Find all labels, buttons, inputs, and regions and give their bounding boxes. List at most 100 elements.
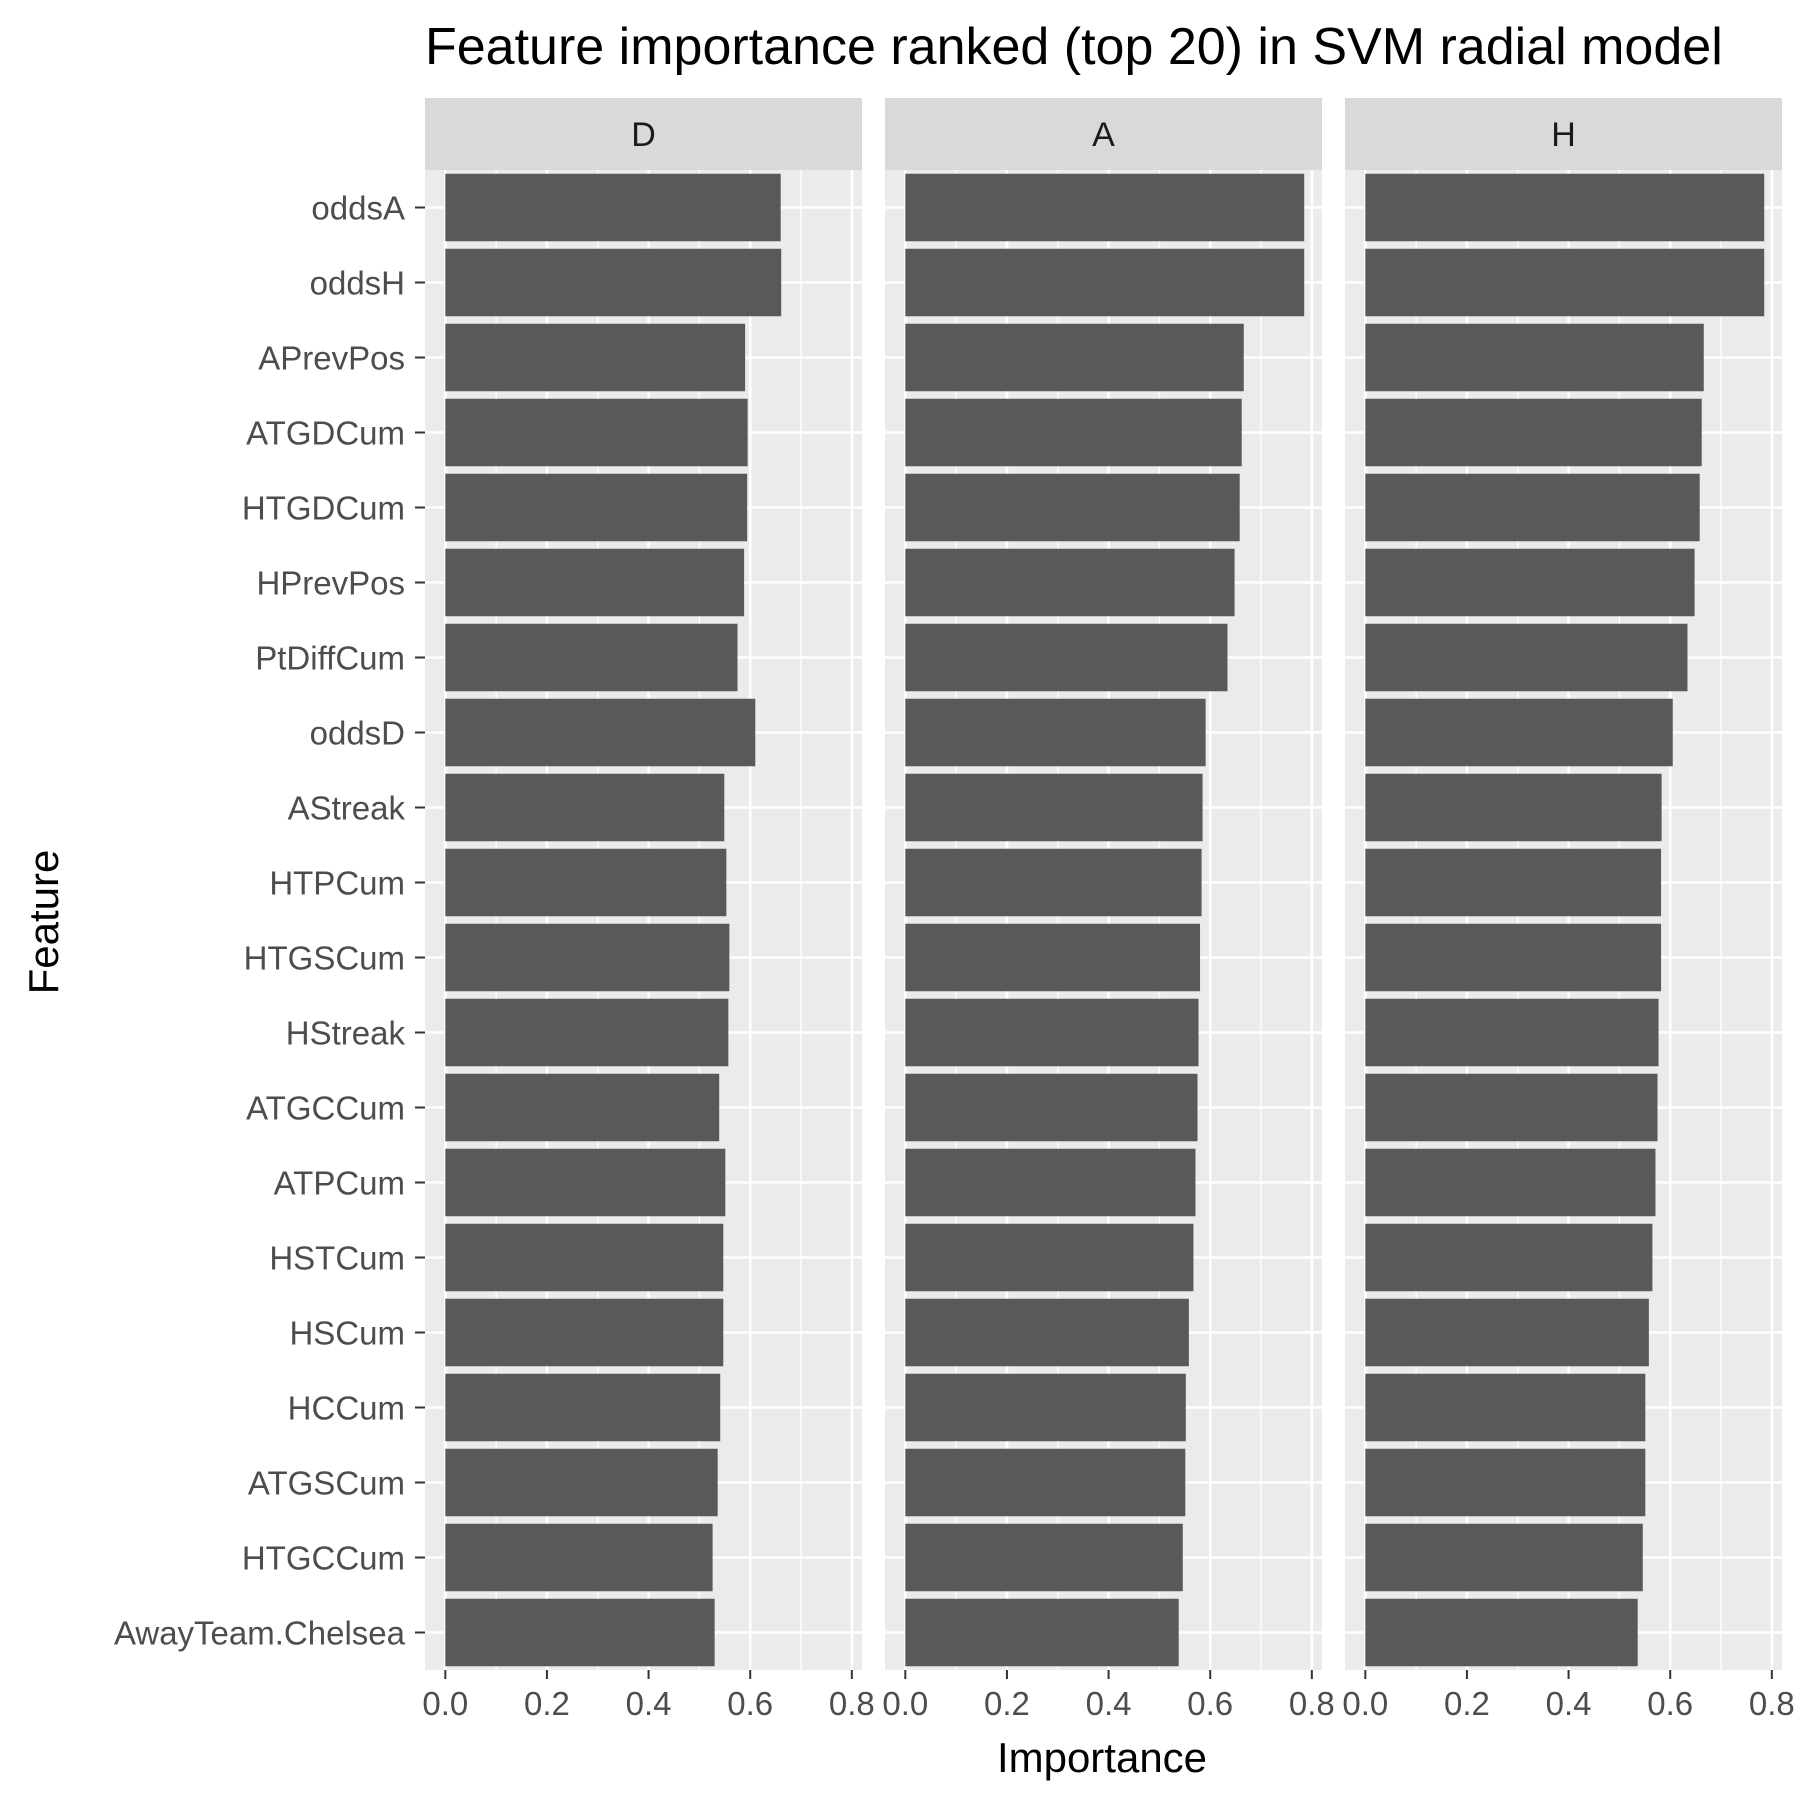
- bar-D-ATGCCum: [445, 1073, 720, 1142]
- bar-D-HTGDCum: [445, 473, 748, 542]
- bar-D-AwayTeam.Chelsea: [445, 1598, 715, 1667]
- y-tick-label: ATGDCum: [246, 415, 405, 452]
- bar-D-HTPCum: [445, 848, 727, 917]
- bar-D-HPrevPos: [445, 548, 745, 617]
- panel-background: [1345, 170, 1782, 1670]
- y-tick-label: ATPCum: [274, 1165, 405, 1202]
- x-tick-label: 0.0: [1342, 1685, 1388, 1722]
- bar-H-PtDiffCum: [1365, 623, 1688, 692]
- x-tick-label: 0.0: [882, 1685, 928, 1722]
- bar-H-ATGCCum: [1365, 1073, 1658, 1142]
- y-tick-label: HPrevPos: [256, 565, 405, 602]
- bar-D-HTGCCum: [445, 1523, 713, 1592]
- bar-A-oddsH: [905, 248, 1305, 317]
- bar-A-HTPCum: [905, 848, 1202, 917]
- bar-A-AStreak: [905, 773, 1203, 842]
- bar-D-oddsH: [445, 248, 782, 317]
- y-tick-label: HCCum: [288, 1390, 405, 1427]
- bar-D-HTGSCum: [445, 923, 730, 992]
- x-tick-label: 0.2: [1444, 1685, 1490, 1722]
- bar-H-HTPCum: [1365, 848, 1662, 917]
- bar-A-HTGCCum: [905, 1523, 1183, 1592]
- bar-D-PtDiffCum: [445, 623, 738, 692]
- bar-H-oddsH: [1365, 248, 1765, 317]
- bar-H-APrevPos: [1365, 323, 1704, 392]
- y-tick-label: AwayTeam.Chelsea: [114, 1615, 406, 1652]
- bar-H-HTGCCum: [1365, 1523, 1643, 1592]
- facet-panels: D 0.0 0.2 0.4 0.6 0.8 A 0.0 0.2 0.4 0.6 0.8 H 0.0 0.2 0…: [114, 98, 1795, 1722]
- x-tick-label: 0.8: [829, 1685, 875, 1722]
- bar-H-HSTCum: [1365, 1223, 1653, 1292]
- bar-H-AwayTeam.Chelsea: [1365, 1598, 1638, 1667]
- y-tick-label: HTPCum: [269, 865, 405, 902]
- bar-H-AStreak: [1365, 773, 1662, 842]
- bar-H-HTGSCum: [1365, 923, 1662, 992]
- bar-D-APrevPos: [445, 323, 746, 392]
- bar-H-HCCum: [1365, 1373, 1646, 1442]
- bar-A-HCCum: [905, 1373, 1186, 1442]
- bar-A-HStreak: [905, 998, 1199, 1067]
- x-tick-label: 0.2: [984, 1685, 1030, 1722]
- facet-strip-label: D: [631, 116, 656, 154]
- panel-background: [425, 170, 862, 1670]
- y-axis-title: Feature: [20, 850, 67, 995]
- y-axis: oddsA oddsH APrevPos ATGDCum HTGDCum HPrevPos…: [114, 190, 425, 1652]
- x-tick-label: 0.6: [1647, 1685, 1693, 1722]
- bar-H-ATGDCum: [1365, 398, 1702, 467]
- facet-strip-label: H: [1551, 116, 1576, 154]
- y-tick-label: HTGDCum: [242, 490, 405, 527]
- y-tick-label: ATGSCum: [248, 1465, 405, 1502]
- y-tick-label: oddsD: [310, 715, 405, 752]
- bar-D-oddsD: [445, 698, 756, 767]
- bar-A-oddsD: [905, 698, 1206, 767]
- bar-A-HSCum: [905, 1298, 1189, 1367]
- bar-D-oddsA: [445, 173, 781, 242]
- bar-A-ATGSCum: [905, 1448, 1186, 1517]
- facet-strip: [885, 98, 1322, 170]
- bar-H-HStreak: [1365, 998, 1659, 1067]
- bar-A-ATGCCum: [905, 1073, 1198, 1142]
- y-tick-label: PtDiffCum: [255, 640, 405, 677]
- bar-H-ATPCum: [1365, 1148, 1656, 1217]
- y-tick-label: HSTCum: [269, 1240, 405, 1277]
- bar-D-ATGDCum: [445, 398, 748, 467]
- facet-panel-D: D 0.0 0.2 0.4 0.6 0.8: [422, 98, 875, 1722]
- bar-H-ATGSCum: [1365, 1448, 1646, 1517]
- bar-A-PtDiffCum: [905, 623, 1228, 692]
- facet-strip: [425, 98, 862, 170]
- y-tick-label: ATGCCum: [246, 1090, 405, 1127]
- bar-D-ATPCum: [445, 1148, 726, 1217]
- bar-D-HStreak: [445, 998, 729, 1067]
- x-tick-label: 0.2: [524, 1685, 570, 1722]
- x-axis-title: Importance: [997, 1734, 1207, 1781]
- bar-A-oddsA: [905, 173, 1305, 242]
- chart-title: Feature importance ranked (top 20) in SV…: [425, 18, 1723, 76]
- facet-strip: [1345, 98, 1782, 170]
- bar-A-AwayTeam.Chelsea: [905, 1598, 1179, 1667]
- facet-panel-H: H 0.0 0.2 0.4 0.6 0.8: [1342, 98, 1795, 1722]
- x-tick-label: 0.4: [1086, 1685, 1132, 1722]
- x-tick-label: 0.6: [727, 1685, 773, 1722]
- bar-H-oddsA: [1365, 173, 1765, 242]
- y-tick-label: oddsH: [310, 265, 405, 302]
- bar-D-AStreak: [445, 773, 725, 842]
- x-tick-label: 0.0: [422, 1685, 468, 1722]
- y-tick-label: HStreak: [286, 1015, 406, 1052]
- x-tick-label: 0.8: [1749, 1685, 1795, 1722]
- x-tick-label: 0.4: [626, 1685, 672, 1722]
- facet-panel-A: A 0.0 0.2 0.4 0.6 0.8: [882, 98, 1335, 1722]
- bar-A-ATGDCum: [905, 398, 1242, 467]
- bar-H-oddsD: [1365, 698, 1673, 767]
- y-tick-label: HSCum: [289, 1315, 405, 1352]
- y-tick-label: APrevPos: [258, 340, 405, 377]
- bar-D-HSCum: [445, 1298, 724, 1367]
- bar-A-HTGSCum: [905, 923, 1201, 992]
- y-tick-label: oddsA: [311, 190, 405, 227]
- bar-A-HSTCum: [905, 1223, 1194, 1292]
- y-tick-label: HTGCCum: [242, 1540, 405, 1577]
- y-tick-label: HTGSCum: [244, 940, 405, 977]
- bar-D-HSTCum: [445, 1223, 724, 1292]
- y-tick-label: AStreak: [288, 790, 406, 827]
